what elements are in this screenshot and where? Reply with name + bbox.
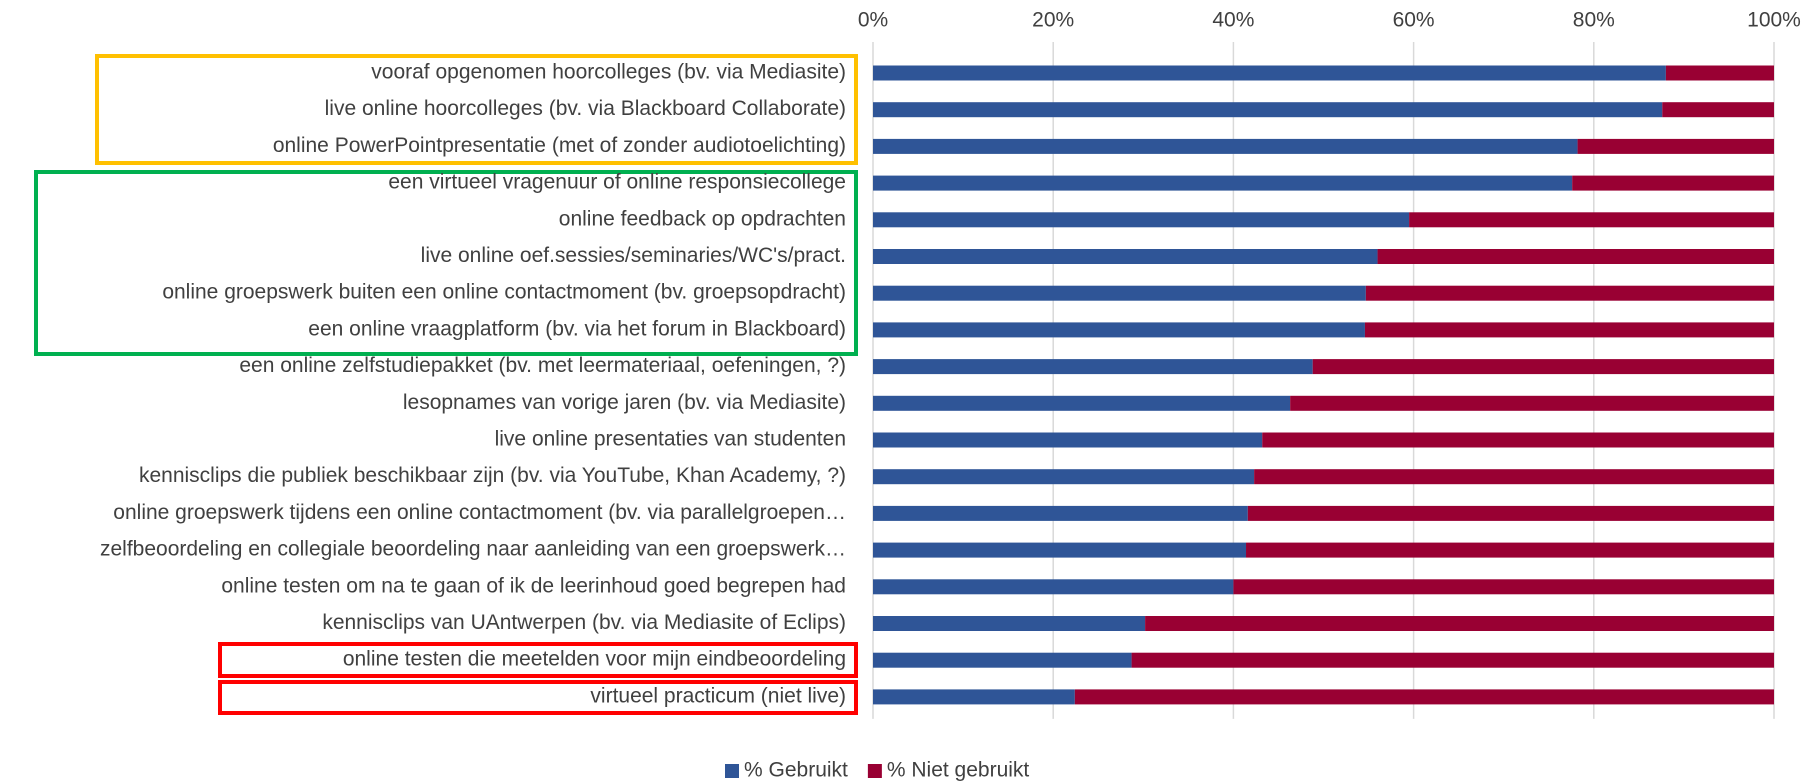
bar [873,65,1666,81]
bar [873,359,1313,375]
y-tick-label: lesopnames van vorige jaren (bv. via Med… [403,391,846,414]
bar [873,138,1578,154]
y-tick-label: een online zelfstudiepakket (bv. met lee… [239,354,846,377]
highlight-box [218,680,858,715]
legend-swatch [867,764,882,778]
y-tick-label: een online vraagplatform (bv. via het fo… [308,317,846,340]
bar [1074,689,1774,705]
bar [1247,505,1774,521]
y-tick-label: een virtueel vragenuur of online respons… [388,171,846,194]
bar [873,505,1248,521]
y-tick-label: online testen die meetelden voor mijn ei… [343,648,846,671]
bar [873,652,1132,668]
bar [1262,432,1774,448]
bar [873,175,1573,191]
x-tick-label: 100% [1747,9,1801,32]
bar [873,542,1247,558]
bar [1233,579,1774,595]
bar [873,395,1291,411]
x-tick-label: 60% [1393,9,1435,32]
legend-label: % Gebruikt [744,759,848,782]
y-tick-label: kennisclips die publiek beschikbaar zijn… [139,464,846,487]
bar [1364,322,1774,338]
y-tick-label: online testen om na te gaan of ik de lee… [221,574,846,597]
bar [1662,102,1774,118]
x-tick-label: 20% [1032,9,1074,32]
bar [1409,212,1774,228]
bar [873,616,1146,631]
bar [873,579,1234,595]
y-tick-label: virtueel practicum (niet live) [590,684,846,707]
bar [1365,285,1774,301]
y-tick-label: live online hoorcolleges (bv. via Blackb… [325,97,846,120]
bar [1145,616,1774,631]
bar [1572,175,1774,191]
highlight-box [95,54,858,165]
bar [1312,359,1774,375]
bar [873,249,1378,264]
bar [1577,138,1774,154]
highlight-box [218,642,858,678]
bar [1254,469,1774,485]
y-tick-label: online PowerPointpresentatie (met of zon… [273,134,846,157]
x-tick-label: 0% [858,9,888,32]
y-tick-label: online groepswerk tijdens een online con… [113,501,846,524]
bar [873,689,1075,705]
x-tick-label: 40% [1212,9,1254,32]
bar [873,469,1255,485]
y-tick-label: online feedback op opdrachten [559,207,846,230]
y-tick-label: live online oef.sessies/seminaries/WC's/… [421,244,846,267]
bar [1290,395,1774,411]
bar [873,322,1365,338]
legend-label: % Niet gebruikt [887,759,1030,782]
bar [873,102,1663,118]
y-tick-label: zelfbeoordeling en collegiale beoordelin… [100,538,846,561]
y-tick-label: vooraf opgenomen hoorcolleges (bv. via M… [371,61,846,84]
bar [873,212,1410,228]
bar [873,432,1263,448]
y-tick-label: live online presentaties van studenten [495,428,846,451]
y-tick-label: kennisclips van UAntwerpen (bv. via Medi… [322,611,846,634]
legend-swatch [725,764,739,778]
bar [873,285,1366,301]
x-tick-label: 80% [1573,9,1615,32]
bar [1665,65,1774,81]
bar [1131,652,1774,668]
bar [1377,249,1774,264]
bar [1246,542,1774,558]
y-tick-label: online groepswerk buiten een online cont… [162,281,846,304]
highlight-box [34,170,858,356]
